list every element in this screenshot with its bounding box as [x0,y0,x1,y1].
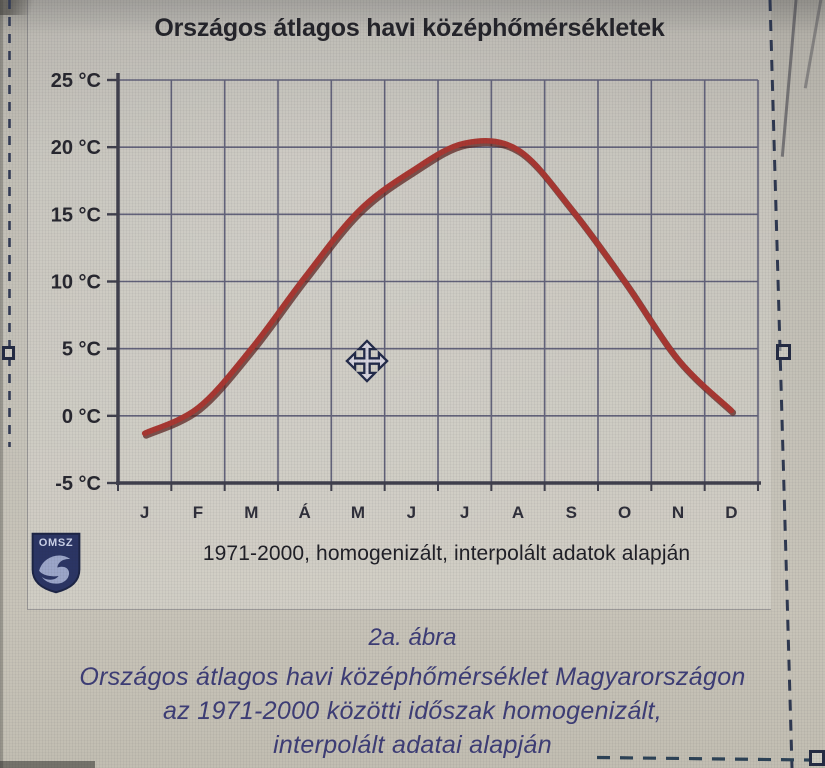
photo-edge-artifact [0,761,95,768]
y-tick-label: 25 °C [51,70,101,92]
photo-edge-artifact [0,0,3,768]
x-tick-label: O [618,503,631,522]
y-tick-label: 10 °C [51,272,101,294]
chart-title: Országos átlagos havi középhőmérsékletek [154,14,665,42]
x-tick-label: D [725,503,737,522]
y-tick-label: 15 °C [51,204,101,226]
figure-label: 2a. ábra [368,624,457,651]
x-tick-label: J [407,503,416,522]
x-tick-label: Á [299,503,311,522]
photo-edge-artifact [0,0,42,15]
screen-edge-line [780,0,799,157]
temperature-curve-shadow [142,139,737,439]
caption-line: interpolált adatai alapján [273,731,552,759]
x-tick-label: S [566,503,577,522]
x-tick-label: J [460,503,469,522]
temperature-chart: 25 °C 20 °C 15 °C 10 °C 5 °C 0 °C -5 °C J F M Á M J J… [51,70,761,522]
x-tick-label: M [351,503,365,522]
temperature-curve [141,138,735,437]
logo-wave [39,555,71,584]
chart-image[interactable]: Országos átlagos havi középhőmérsékletek… [27,0,771,610]
x-tick-label: F [193,503,203,522]
x-tick-label: A [512,503,524,522]
y-tick-label: 5 °C [62,339,101,361]
x-tick-label: M [244,503,258,522]
figure-caption: 2a. ábra Országos átlagos havi középhőmé… [0,624,825,762]
x-tick-label: J [140,503,149,522]
chart-subtitle: 1971-2000, homogenizált, interpolált ada… [202,542,691,565]
resize-handle-left[interactable] [2,346,15,360]
move-cursor-icon [344,338,390,389]
caption-line: Országos átlagos havi középhőmérséklet M… [79,663,746,691]
screen-edge-line [803,0,824,89]
resize-handle-bottom-right[interactable] [809,750,825,766]
x-tick-label: N [672,503,684,522]
logo-text: OMSZ [39,537,73,549]
resize-handle-right[interactable] [776,344,791,360]
y-tick-label: 0 °C [62,406,101,428]
caption-line: az 1971-2000 közötti időszak homogenizál… [162,697,662,725]
y-tick-label: 20 °C [51,137,101,159]
y-tick-label: -5 °C [55,473,101,495]
omsz-logo: OMSZ [30,531,82,600]
